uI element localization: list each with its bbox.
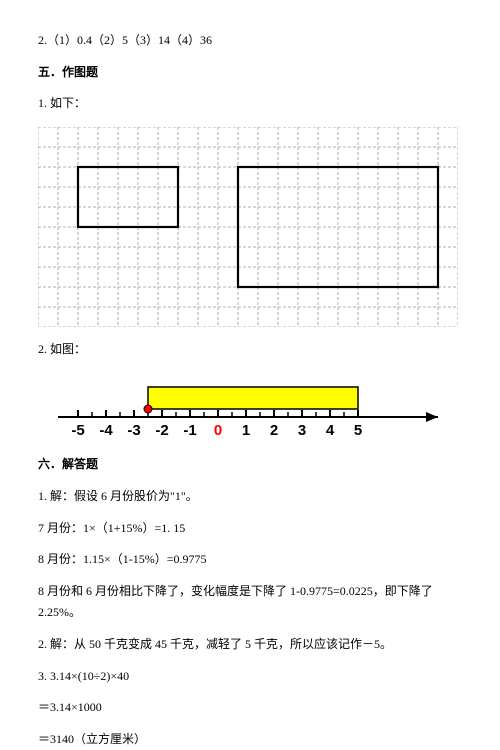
q6-1-l3: 8 月份：1.15×（1-15%）=0.9775 [38, 549, 462, 571]
svg-text:5: 5 [354, 422, 362, 439]
q6-3-l3: ＝3140（立方厘米） [38, 729, 462, 750]
section5-title: 五．作图题 [38, 62, 462, 84]
q6-1-l2: 7 月份：1×（1+15%）=1. 15 [38, 518, 462, 540]
svg-text:-2: -2 [155, 422, 168, 439]
numberline-figure: -5 -4 -3 -2 -1 0 1 2 3 4 5 [38, 372, 462, 442]
svg-text:-4: -4 [99, 422, 113, 439]
q6-1-l4: 8 月份和 6 月份相比下降了，变化幅度是下降了 1-0.9775=0.0225… [38, 581, 462, 624]
grid-rect-figure [38, 127, 462, 327]
svg-text:0: 0 [214, 422, 222, 439]
svg-text:4: 4 [326, 422, 335, 439]
q6-3-l1: 3. 3.14×(10÷2)×40 [38, 666, 462, 688]
q5-1-label: 1. 如下： [38, 93, 462, 115]
svg-text:-1: -1 [183, 422, 196, 439]
svg-text:2: 2 [270, 422, 278, 439]
svg-text:-3: -3 [127, 422, 140, 439]
svg-text:1: 1 [242, 422, 250, 439]
q5-2-label: 2. 如图： [38, 339, 462, 361]
q6-2-l1: 2. 解：从 50 千克变成 45 千克，减轻了 5 千克，所以应该记作－5。 [38, 634, 462, 656]
answer-line: 2.（1）0.4（2）5（3）14（4）36 [38, 30, 462, 52]
svg-text:-5: -5 [71, 422, 84, 439]
section6-title: 六．解答题 [38, 454, 462, 476]
q6-1-l1: 1. 解：假设 6 月份股价为"1"。 [38, 486, 462, 508]
svg-text:3: 3 [298, 422, 306, 439]
